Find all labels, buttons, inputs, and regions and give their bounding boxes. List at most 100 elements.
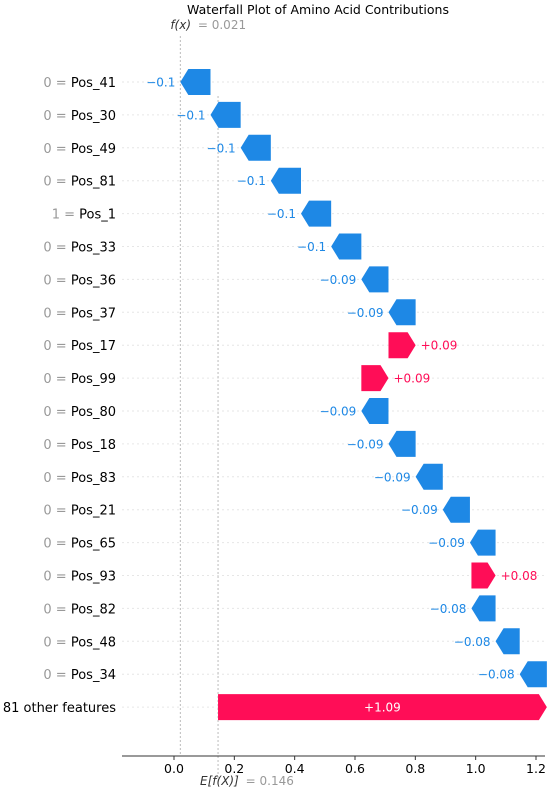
feature-value: 0 = <box>43 372 70 387</box>
contribution-label: −0.09 <box>320 273 357 287</box>
contribution-label: −0.09 <box>374 470 411 484</box>
contribution-label: +0.09 <box>421 339 458 353</box>
negative-contribution-bar <box>240 134 271 161</box>
positive-contribution-bar <box>218 694 547 721</box>
feature-name: Pos_33 <box>71 241 116 256</box>
feature-label: 0 = Pos_99 <box>43 372 116 387</box>
contribution-label: −0.1 <box>297 240 326 254</box>
feature-name: Pos_21 <box>71 504 116 519</box>
negative-contribution-bar <box>361 266 389 293</box>
contribution-label: −0.1 <box>207 141 236 155</box>
feature-label: 0 = Pos_65 <box>43 537 116 552</box>
feature-value: 0 = <box>43 306 70 321</box>
feature-label: 0 = Pos_48 <box>43 635 116 650</box>
positive-contribution-bar <box>471 562 496 589</box>
feature-label: 0 = Pos_30 <box>43 109 116 124</box>
feature-name: Pos_36 <box>71 273 116 288</box>
x-tick-label: 1.2 <box>526 761 546 776</box>
x-tick-label: 1.0 <box>466 761 486 776</box>
feature-name: Pos_18 <box>71 438 116 453</box>
feature-name: Pos_41 <box>71 76 116 91</box>
feature-value: 0 = <box>43 602 70 617</box>
x-tick-label: 0.4 <box>285 761 305 776</box>
feature-name: Pos_65 <box>71 537 116 552</box>
chart-title: Waterfall Plot of Amino Acid Contributio… <box>187 2 449 17</box>
negative-contribution-bar <box>361 398 389 424</box>
negative-contribution-bar <box>469 529 496 556</box>
negative-contribution-bar <box>180 69 211 95</box>
feature-value: 0 = <box>43 570 70 585</box>
contribution-label: −0.1 <box>267 207 296 221</box>
feature-value: 0 = <box>43 175 70 190</box>
x-tick-label: 0.8 <box>405 761 425 776</box>
feature-value: 0 = <box>43 339 70 354</box>
feature-label: 0 = Pos_83 <box>43 471 116 486</box>
positive-contribution-bar <box>361 365 389 392</box>
negative-contribution-bar <box>415 463 443 490</box>
negative-contribution-bar <box>388 430 416 457</box>
contribution-label: −0.09 <box>347 306 384 320</box>
feature-label: 81 other features <box>3 701 116 716</box>
negative-contribution-bar <box>301 200 332 227</box>
ex-value: = 0.146 <box>246 774 294 788</box>
contribution-label: −0.08 <box>454 635 491 649</box>
contribution-label: +0.08 <box>501 569 538 583</box>
feature-value: 0 = <box>43 635 70 650</box>
negative-contribution-bar <box>388 299 416 326</box>
contribution-label: −0.1 <box>146 76 175 90</box>
feature-label: 0 = Pos_18 <box>43 438 116 453</box>
feature-value: 0 = <box>43 668 70 683</box>
feature-value: 0 = <box>43 273 70 288</box>
feature-name: Pos_30 <box>71 109 116 124</box>
feature-value: 0 = <box>43 241 70 256</box>
feature-label: 0 = Pos_21 <box>43 504 116 519</box>
negative-contribution-bar <box>210 101 241 128</box>
row-gridlines <box>122 81 545 708</box>
contribution-label: −0.1 <box>176 108 205 122</box>
negative-contribution-bar <box>270 167 302 194</box>
feature-name: Pos_34 <box>71 668 116 683</box>
feature-name: Pos_99 <box>71 372 116 387</box>
feature-name: Pos_49 <box>71 142 116 157</box>
feature-value: 0 = <box>43 109 70 124</box>
negative-contribution-bar <box>471 595 496 622</box>
feature-name: 81 other features <box>3 701 116 716</box>
contribution-label: −0.09 <box>320 405 357 419</box>
contribution-label: −0.08 <box>430 602 467 616</box>
feature-value: 1 = <box>52 208 79 223</box>
x-axis: 0.0 0.2 0.4 0.6 0.8 1.0 1.2 <box>122 755 546 776</box>
feature-value: 0 = <box>43 504 70 519</box>
ex-label: E[f(X)] <box>200 774 239 788</box>
contribution-label: +1.09 <box>364 701 401 715</box>
feature-label: 0 = Pos_33 <box>43 241 116 256</box>
feature-label: 0 = Pos_80 <box>43 405 116 420</box>
x-tick-label: 0.6 <box>345 761 365 776</box>
x-tick-label: 0.2 <box>224 761 244 776</box>
feature-label: 0 = Pos_93 <box>43 570 116 585</box>
negative-contribution-bar <box>519 661 547 688</box>
feature-value: 0 = <box>43 405 70 420</box>
feature-name: Pos_80 <box>71 405 116 420</box>
negative-contribution-bar <box>495 628 520 655</box>
feature-label: 0 = Pos_41 <box>43 76 116 91</box>
feature-label: 0 = Pos_36 <box>43 273 116 288</box>
expected-value-annotation: E[f(X)] = 0.146 <box>200 774 294 788</box>
negative-contribution-bar <box>331 233 362 260</box>
contribution-label: −0.09 <box>428 536 465 550</box>
feature-value: 0 = <box>43 471 70 486</box>
feature-name: Pos_82 <box>71 602 116 617</box>
feature-value: 0 = <box>43 142 70 157</box>
fx-label: f(x) <box>170 18 191 32</box>
contribution-label: +0.09 <box>393 372 430 386</box>
feature-name: Pos_81 <box>71 175 116 190</box>
bars-layer: −0.1 −0.1 −0.1 −0.1 −0.1 −0.1 −0.09 −0.09 +0.09 +… <box>146 69 547 721</box>
feature-label: 0 = Pos_34 <box>43 668 116 683</box>
feature-value: 0 = <box>43 76 70 91</box>
feature-name: Pos_83 <box>71 471 116 486</box>
feature-label: 0 = Pos_49 <box>43 142 116 157</box>
feature-labels: 0 = Pos_410 = Pos_300 = Pos_490 = Pos_81… <box>3 76 116 716</box>
contribution-label: −0.09 <box>347 437 384 451</box>
feature-value: 0 = <box>43 438 70 453</box>
x-tick-label: 0.0 <box>164 761 184 776</box>
